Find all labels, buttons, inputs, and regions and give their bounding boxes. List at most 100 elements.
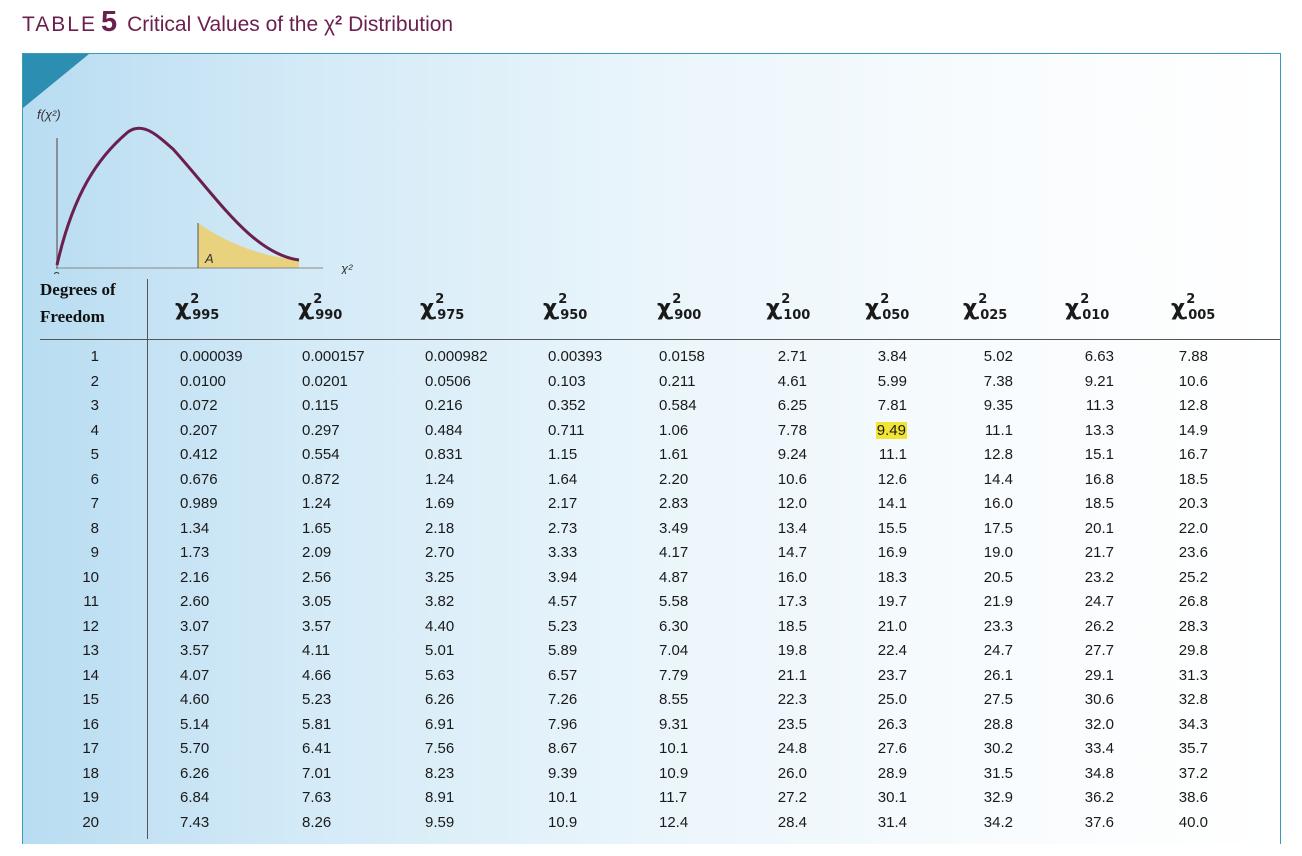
value-cell: 2.71 xyxy=(777,348,807,365)
value-cell: 9.59 xyxy=(425,813,455,831)
value-cell: 5.89 xyxy=(548,642,578,659)
column-header-exponent: 2 xyxy=(313,292,323,307)
value-cell: 22.3 xyxy=(777,691,807,708)
title-exponent: 2 xyxy=(335,12,343,28)
value-cell: 1.34 xyxy=(180,519,210,537)
column-header-subscript: .995 xyxy=(187,308,220,323)
value-cell: 27.5 xyxy=(983,691,1013,708)
value-cell: 5.99 xyxy=(877,372,907,390)
value-cell: 3.25 xyxy=(425,568,455,586)
value-cell: 12.6 xyxy=(877,470,907,488)
value-cell: 9.49 xyxy=(875,421,907,439)
dof-cell: 9 xyxy=(90,544,99,561)
value-cell: 3.05 xyxy=(302,593,332,610)
value-cell: 6.41 xyxy=(302,740,332,757)
value-cell: 2.83 xyxy=(659,495,689,512)
value-cell: 3.57 xyxy=(180,642,210,659)
column-header-exponent: 2 xyxy=(1186,292,1196,307)
column-header-subscript: .050 xyxy=(877,308,910,323)
density-curve xyxy=(55,126,300,266)
value-cell: 13.3 xyxy=(1084,421,1114,439)
value-cell: 12.8 xyxy=(1178,397,1208,414)
dof-cell: 17 xyxy=(82,740,99,757)
value-cell: 1.24 xyxy=(425,470,455,488)
value-cell: 2.73 xyxy=(548,519,578,537)
value-cell: 20.1 xyxy=(1084,519,1114,537)
value-cell: 2.09 xyxy=(302,544,332,561)
value-cell: 27.2 xyxy=(777,789,807,806)
page-title: TABLE 5 Critical Values of the χ2 Distribu… xyxy=(22,6,453,46)
value-cell: 2.17 xyxy=(548,495,578,512)
column-header: χ2.100 xyxy=(766,292,810,323)
value-cell: 31.5 xyxy=(983,764,1013,782)
value-cell: 32.9 xyxy=(983,789,1013,806)
value-cell: 26.2 xyxy=(1084,617,1114,635)
value-cell: 19.0 xyxy=(983,544,1013,561)
value-cell: 0.0158 xyxy=(659,348,705,365)
value-cell: 2.56 xyxy=(302,568,332,586)
dof-cell: 5 xyxy=(90,446,99,463)
column-header-exponent: 2 xyxy=(435,292,445,307)
value-cell: 2.18 xyxy=(425,519,455,537)
value-cell: 31.3 xyxy=(1178,666,1208,684)
value-cell: 0.711 xyxy=(548,421,585,439)
value-cell: 5.63 xyxy=(425,666,455,684)
value-cell: 7.43 xyxy=(180,813,210,831)
value-cell: 0.484 xyxy=(425,421,463,439)
column-header-subscript: .005 xyxy=(1183,308,1216,323)
value-cell: 29.1 xyxy=(1084,666,1114,684)
value-cell: 0.872 xyxy=(302,470,340,488)
column-header-exponent: 2 xyxy=(880,292,890,307)
value-cell: 5.01 xyxy=(425,642,455,659)
value-cell: 7.96 xyxy=(548,715,578,733)
value-cell: 12.4 xyxy=(659,813,689,831)
value-cell: 0.989 xyxy=(180,495,218,512)
value-cell: 1.61 xyxy=(659,446,689,463)
value-cell: 13.4 xyxy=(777,519,807,537)
dof-cell: 6 xyxy=(90,470,99,488)
vertical-divider xyxy=(147,279,148,839)
value-cell: 11.1 xyxy=(878,446,907,463)
chi-square-density-graph: f(χ²) χ² 0 A χ² A xyxy=(37,107,353,274)
column-header: χ2.975 xyxy=(420,292,464,323)
column-header-subscript: .950 xyxy=(555,308,588,323)
value-cell: 3.82 xyxy=(425,593,455,610)
value-cell: 0.676 xyxy=(180,470,218,488)
value-cell: 9.21 xyxy=(1084,372,1114,390)
value-cell: 9.31 xyxy=(659,715,689,733)
column-header: χ2.005 xyxy=(1171,292,1216,323)
chi-symbol: χ xyxy=(1171,296,1186,321)
dof-cell: 16 xyxy=(82,715,99,733)
chi-symbol: χ xyxy=(298,296,313,321)
value-cell: 18.5 xyxy=(1178,470,1208,488)
dof-cell: 19 xyxy=(82,789,99,806)
value-cell: 0.103 xyxy=(548,372,586,390)
value-cell: 9.39 xyxy=(548,764,578,782)
value-cell: 14.9 xyxy=(1178,421,1208,439)
value-cell: 0.211 xyxy=(659,372,696,390)
value-cell: 24.7 xyxy=(1084,593,1114,610)
value-cell: 37.2 xyxy=(1178,764,1208,782)
value-cell: 7.63 xyxy=(302,789,332,806)
title-suffix: Distribution xyxy=(342,13,454,36)
value-cell: 6.57 xyxy=(548,666,578,684)
value-cell: 1.24 xyxy=(302,495,332,512)
value-cell: 4.87 xyxy=(659,568,689,586)
chi-symbol: χ xyxy=(175,296,190,321)
value-cell: 23.2 xyxy=(1084,568,1114,586)
value-cell: 0.000039 xyxy=(180,348,243,365)
value-cell: 3.49 xyxy=(659,519,689,537)
value-cell: 23.3 xyxy=(983,617,1013,635)
value-cell: 27.7 xyxy=(1084,642,1114,659)
value-cell: 9.24 xyxy=(777,446,807,463)
column-header-exponent: 2 xyxy=(190,292,200,307)
title-word: TABLE xyxy=(22,13,97,36)
dof-header-line2: Freedom xyxy=(40,307,105,326)
dof-cell: 10 xyxy=(82,568,99,586)
value-cell: 6.26 xyxy=(180,764,210,782)
value-cell: 24.8 xyxy=(777,740,807,757)
value-cell: 26.1 xyxy=(983,666,1013,684)
column-header: χ2.990 xyxy=(298,292,342,323)
value-cell: 7.26 xyxy=(548,691,578,708)
column-header: χ2.900 xyxy=(657,292,701,323)
